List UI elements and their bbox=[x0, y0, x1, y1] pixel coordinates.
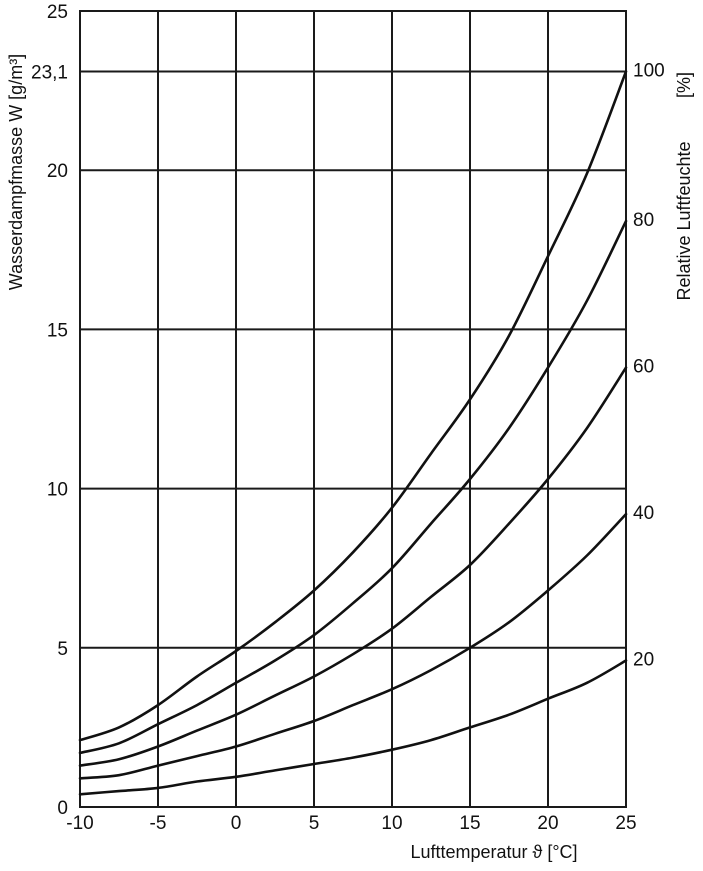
plot-frame bbox=[79, 10, 627, 808]
x-tick-label: 5 bbox=[309, 813, 320, 834]
series-label-rh-80: 80 bbox=[633, 210, 654, 231]
y-tick-label: 25 bbox=[47, 2, 68, 23]
y-tick-label: 15 bbox=[47, 320, 68, 341]
x-tick-label: 0 bbox=[231, 813, 242, 834]
tick-labels: -10 -5 0 5 10 15 20 25 0 5 10 15 20 23,1 25 bbox=[31, 2, 637, 834]
series-label-rh-100: 100 bbox=[633, 60, 665, 81]
y-tick-label: 0 bbox=[57, 798, 68, 819]
x-tick-label: 15 bbox=[459, 813, 480, 834]
x-tick-label: -5 bbox=[150, 813, 167, 834]
y-tick-label: 10 bbox=[47, 480, 68, 501]
series-line-rh-60 bbox=[78, 366, 628, 767]
y2-axis-title: Relative Luftfeuchte bbox=[674, 141, 694, 300]
series-line-rh-80 bbox=[78, 219, 628, 755]
x-tick-label: 20 bbox=[537, 813, 558, 834]
y-tick-label: 20 bbox=[47, 161, 68, 182]
series-line-rh-20 bbox=[78, 659, 628, 796]
series-labels: 100 80 60 40 20 bbox=[633, 60, 665, 670]
grid bbox=[79, 10, 627, 808]
y2-axis-unit: [%] bbox=[674, 72, 694, 98]
series-label-rh-60: 60 bbox=[633, 357, 654, 378]
x-tick-label: 25 bbox=[615, 813, 636, 834]
series-line-rh-40 bbox=[78, 512, 628, 780]
x-axis-title: Lufttemperatur ϑ [°C] bbox=[410, 842, 577, 862]
series-curves bbox=[78, 70, 628, 796]
y-axis-title: Wasserdampfmasse W [g/m³] bbox=[6, 54, 26, 290]
series-line-rh-100 bbox=[78, 70, 628, 742]
series-label-rh-20: 20 bbox=[633, 650, 654, 671]
x-tick-label: -10 bbox=[66, 813, 93, 834]
y-tick-label: 23,1 bbox=[31, 62, 68, 83]
series-label-rh-40: 40 bbox=[633, 503, 654, 524]
x-tick-label: 10 bbox=[381, 813, 402, 834]
y-tick-label: 5 bbox=[57, 639, 68, 660]
